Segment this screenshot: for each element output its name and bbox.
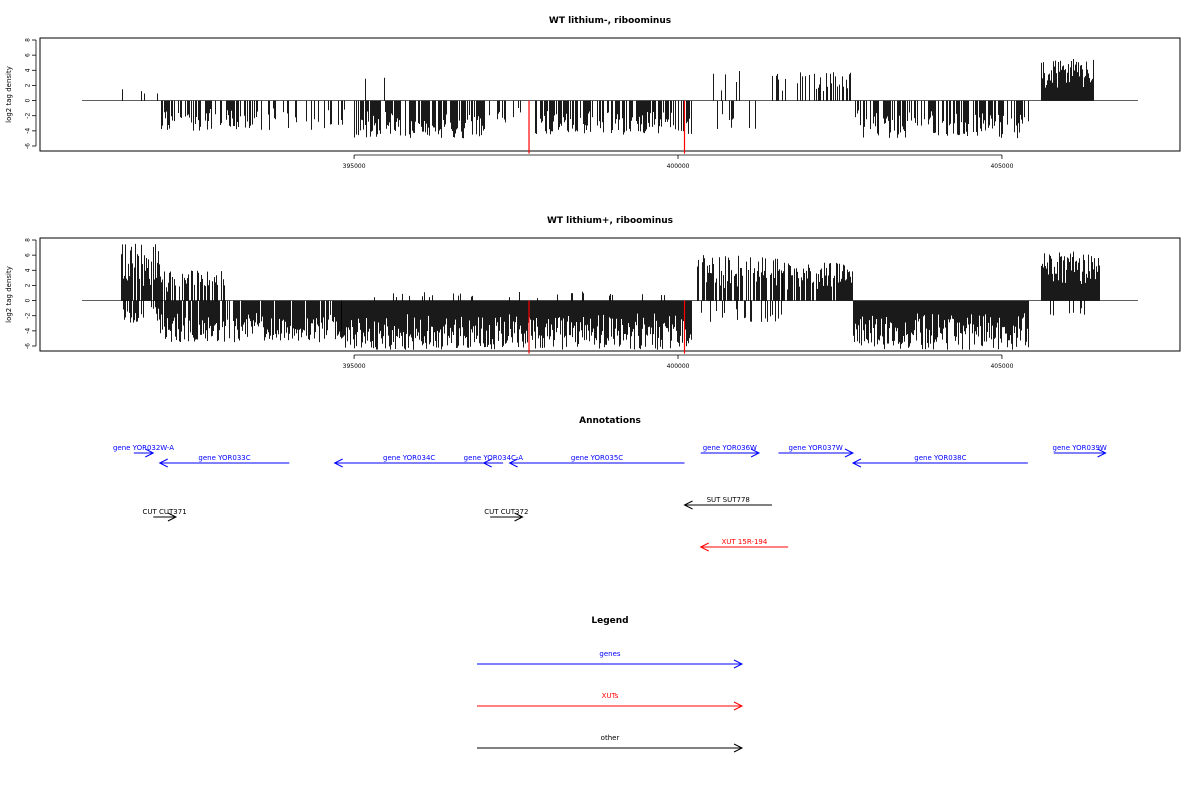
- annotation-xut: XUT 15R-194: [699, 538, 789, 552]
- arrow-head: [167, 512, 178, 522]
- annotation-gene: gene YOR032W-A: [113, 444, 174, 458]
- x-tick-label: 400000: [667, 163, 690, 170]
- y-tick-label: 4: [25, 68, 32, 72]
- annotation-label: gene YOR039W: [1053, 444, 1107, 452]
- arrow-head: [333, 458, 343, 468]
- legend: Legend genes XUTs other: [477, 616, 744, 753]
- x-tick-label: 405000: [990, 163, 1013, 170]
- legend-label: other: [601, 734, 620, 742]
- plot-frame: [39, 237, 1181, 352]
- legend-title: Legend: [591, 616, 628, 626]
- y-tick-label: -2: [25, 113, 32, 119]
- arrow-head: [699, 542, 709, 552]
- annotation-other: CUT CUT371: [143, 508, 187, 522]
- annotation-gene: gene YOR036W: [700, 444, 761, 458]
- arrow-head: [851, 458, 862, 468]
- annotation-label: gene YOR033C: [198, 454, 250, 462]
- arrow-head: [733, 701, 744, 711]
- x-tick-label: 395000: [343, 163, 366, 170]
- chart-panel-lithium-minus: WT lithium-, riboominus log2 tag density…: [5, 16, 1181, 170]
- annotation-other: SUT SUT778: [683, 496, 772, 510]
- axes: 8 6 4 2 0 -2 -4 -6 395000 400000 405000: [25, 38, 1014, 170]
- annotation-gene: gene YOR033C: [158, 454, 290, 468]
- y-tick-label: 6: [25, 53, 32, 57]
- annotation-other: CUT CUT372: [484, 508, 528, 522]
- y-tick-label: -4: [25, 128, 32, 134]
- y-tick-label: 2: [25, 83, 32, 87]
- axes: 8 6 4 2 0 -2 -4 -6 395000 400000 405000: [25, 238, 1014, 370]
- arrow-head: [733, 743, 744, 753]
- annotation-label: gene YOR038C: [914, 454, 966, 462]
- annotation-label: gene YOR037W: [789, 444, 843, 452]
- arrow-head: [158, 458, 168, 468]
- x-tick-label: 405000: [990, 363, 1013, 370]
- y-tick-label: -6: [25, 343, 32, 349]
- annotation-label: gene YOR034C: [383, 454, 435, 462]
- annotation-items: gene YOR032W-A gene YOR033C gene YOR034C ge…: [113, 444, 1107, 552]
- annotation-label: SUT SUT778: [707, 496, 750, 504]
- annotation-gene: gene YOR034C: [333, 454, 484, 468]
- annotations-title: Annotations: [579, 416, 641, 426]
- annotation-label: XUT 15R-194: [722, 538, 768, 546]
- legend-entry-gene: genes: [477, 650, 744, 669]
- annotation-gene: gene YOR039W: [1053, 444, 1107, 458]
- annotation-label: gene YOR035C: [571, 454, 623, 462]
- arrow-head: [482, 458, 492, 468]
- annotation-gene: gene YOR034C-A: [464, 454, 524, 468]
- arrow-head: [733, 659, 744, 669]
- x-tick-label: 395000: [343, 363, 366, 370]
- y-tick-label: 0: [25, 98, 32, 102]
- arrow-head: [514, 512, 524, 522]
- y-tick-label: 4: [25, 268, 32, 272]
- y-tick-label: 2: [25, 283, 32, 287]
- annotation-gene: gene YOR035C: [508, 454, 685, 468]
- y-axis-label: log2 tag density: [5, 266, 13, 323]
- annotation-label: CUT CUT371: [143, 508, 187, 516]
- bars-layer: [82, 243, 1138, 354]
- chart-title: WT lithium-, riboominus: [549, 16, 671, 26]
- annotation-gene: gene YOR038C: [851, 454, 1028, 468]
- legend-entry-xut: XUTs: [477, 692, 744, 711]
- y-tick-label: 8: [25, 238, 32, 242]
- annotation-label: CUT CUT372: [484, 508, 528, 516]
- annotation-label: gene YOR036W: [703, 444, 757, 452]
- y-tick-label: 6: [25, 253, 32, 257]
- arrow-head: [1097, 448, 1107, 458]
- arrow-head: [750, 448, 761, 458]
- x-tick-label: 400000: [667, 363, 690, 370]
- y-tick-label: -4: [25, 328, 32, 334]
- annotation-gene: gene YOR037W: [778, 444, 855, 458]
- y-tick-label: -2: [25, 313, 32, 319]
- chart-title: WT lithium+, riboominus: [547, 216, 673, 226]
- legend-entry-other: other: [477, 734, 744, 753]
- annotation-label: gene YOR032W-A: [113, 444, 174, 452]
- y-tick-label: -6: [25, 143, 32, 149]
- plot-frame: [39, 37, 1181, 152]
- legend-label: genes: [599, 650, 620, 658]
- legend-label: XUTs: [602, 692, 619, 700]
- annotation-label: gene YOR034C-A: [464, 454, 524, 462]
- y-axis-label: log2 tag density: [5, 66, 13, 123]
- arrow-head: [683, 500, 693, 510]
- arrow-head: [145, 448, 155, 458]
- y-tick-label: 0: [25, 298, 32, 302]
- y-tick-label: 8: [25, 38, 32, 42]
- arrow-head: [508, 458, 518, 468]
- bars-layer: [82, 59, 1138, 154]
- arrow-head: [844, 448, 855, 458]
- chart-panel-lithium-plus: WT lithium+, riboominus log2 tag density…: [5, 216, 1181, 370]
- legend-items: genes XUTs other: [477, 650, 744, 753]
